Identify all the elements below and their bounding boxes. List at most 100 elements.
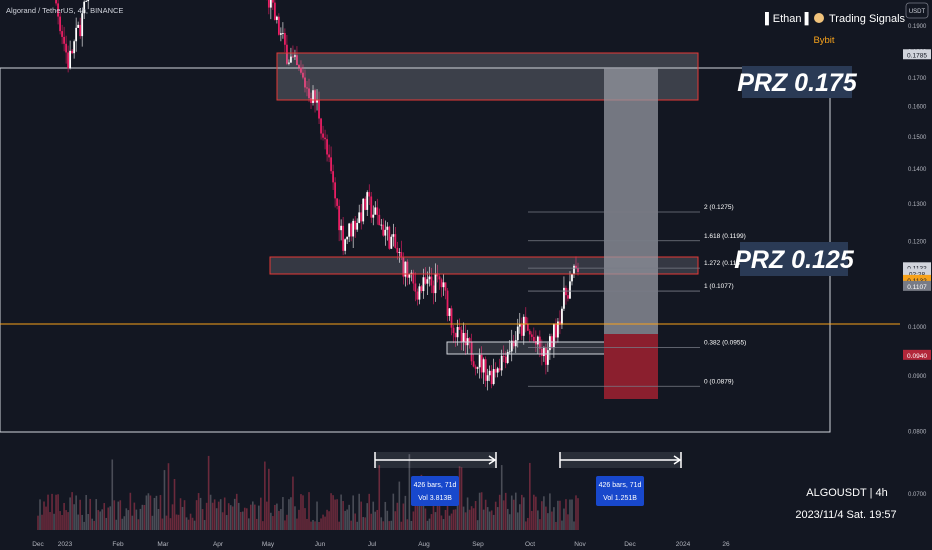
volume-bar — [484, 499, 487, 530]
candle-body — [496, 368, 499, 373]
candle-body — [452, 327, 455, 334]
volume-bar — [514, 492, 517, 530]
volume-bar — [55, 494, 57, 530]
candle-body — [444, 282, 447, 291]
candle-body — [416, 291, 419, 300]
candle-body — [506, 352, 509, 363]
candle-body — [442, 282, 445, 288]
candle-body — [286, 44, 288, 64]
volume-bar — [127, 510, 130, 530]
candle-body — [370, 196, 373, 218]
candle-body — [536, 336, 539, 345]
stop-zone[interactable] — [604, 334, 658, 399]
candle-body — [456, 327, 459, 338]
candle-body — [402, 257, 405, 277]
volume-bar — [159, 495, 162, 530]
candle-body — [460, 329, 463, 342]
volume-bar — [274, 504, 276, 530]
candle-body — [438, 276, 441, 280]
candle-body — [557, 321, 559, 338]
volume-bar — [577, 498, 579, 530]
volume-bar — [270, 512, 272, 530]
candle-body — [294, 55, 296, 57]
volume-bar — [73, 504, 75, 530]
volume-bar — [372, 501, 375, 530]
volume-bar — [117, 501, 120, 530]
volume-bar — [512, 499, 515, 530]
time-tick-3: Mar — [157, 541, 169, 548]
volume-bar — [91, 518, 94, 530]
candle-body — [420, 286, 423, 292]
candle-body — [555, 323, 557, 338]
volume-bar — [207, 455, 210, 530]
currency-button[interactable] — [905, 2, 929, 19]
time-tick-14: 26 — [722, 541, 730, 548]
datetime-label: 2023/11/4 Sat. 19:57 — [795, 509, 896, 521]
volume-bar — [111, 459, 114, 530]
price-badge-label-5: 0.0940 — [907, 353, 927, 360]
volume-bar — [378, 465, 381, 530]
volume-bar — [195, 500, 198, 530]
candle-body — [59, 16, 61, 32]
candle-body — [470, 342, 473, 362]
volume-bar — [243, 507, 246, 530]
volume-bar — [549, 493, 551, 530]
candle-body — [492, 369, 495, 385]
volume-bar — [535, 496, 537, 530]
volume-bar — [539, 519, 541, 530]
volume-bar — [362, 517, 365, 530]
volume-bar — [494, 501, 497, 530]
target-zone[interactable] — [604, 68, 658, 334]
volume-bar — [77, 514, 79, 530]
volume-bar — [460, 467, 463, 530]
fibonacci-extension[interactable]: 2 (0.1275) 1.618 (0.1199) 1.272 (0.1131) 1 … — [528, 204, 746, 387]
candle-body — [569, 281, 571, 299]
volume-bar — [233, 498, 236, 530]
breakout-box[interactable] — [446, 341, 607, 355]
volume-bar — [71, 492, 73, 530]
candle-body — [372, 214, 375, 218]
volume-bar — [404, 495, 407, 530]
volume-bar — [498, 494, 501, 530]
candle-body — [530, 334, 533, 337]
candle-body — [350, 223, 353, 237]
candle-body — [332, 171, 334, 183]
volume-bar — [338, 521, 340, 530]
volume-bar — [400, 521, 403, 530]
volume-bar — [298, 509, 300, 530]
candle-body — [450, 308, 453, 328]
volume-bar — [490, 510, 493, 530]
volume-bar — [139, 508, 142, 530]
volume-bar — [510, 495, 513, 530]
range-info-box-2 — [596, 476, 644, 506]
volume-bar — [165, 515, 168, 530]
candle-body — [271, 0, 274, 3]
price-tick-12: 0.0700 — [908, 492, 927, 498]
volume-bar — [292, 476, 294, 530]
volume-bar — [245, 508, 248, 530]
resistance-zone-lower[interactable] — [269, 256, 699, 275]
candle-body — [526, 324, 529, 331]
volume-bar — [472, 508, 475, 530]
candle-body — [538, 336, 541, 349]
volume-bar — [328, 511, 330, 530]
candle-body — [273, 2, 276, 20]
volume-bar — [358, 493, 360, 530]
volume-bar — [571, 499, 573, 530]
range-info-1-line2: Vol 3.813B — [418, 495, 452, 502]
volume-bar — [380, 517, 383, 530]
date-range-tool-1[interactable] — [374, 452, 497, 468]
candle-body — [534, 341, 537, 345]
candle-body — [398, 252, 401, 253]
volume-bar — [529, 462, 531, 530]
volume-bar — [235, 493, 238, 530]
candle-body — [559, 321, 561, 325]
time-axis[interactable]: Dec 2023 Feb Mar Apr May Jun Jul Aug Sep Oct Nov Dec… — [32, 541, 730, 548]
candle-body — [514, 340, 517, 347]
volume-bar — [171, 504, 174, 530]
volume-bar — [191, 517, 194, 530]
fib-label-5: 0 (0.0879) — [704, 378, 734, 385]
date-range-tool-2[interactable] — [559, 452, 682, 468]
time-tick-0: Dec — [32, 541, 44, 548]
